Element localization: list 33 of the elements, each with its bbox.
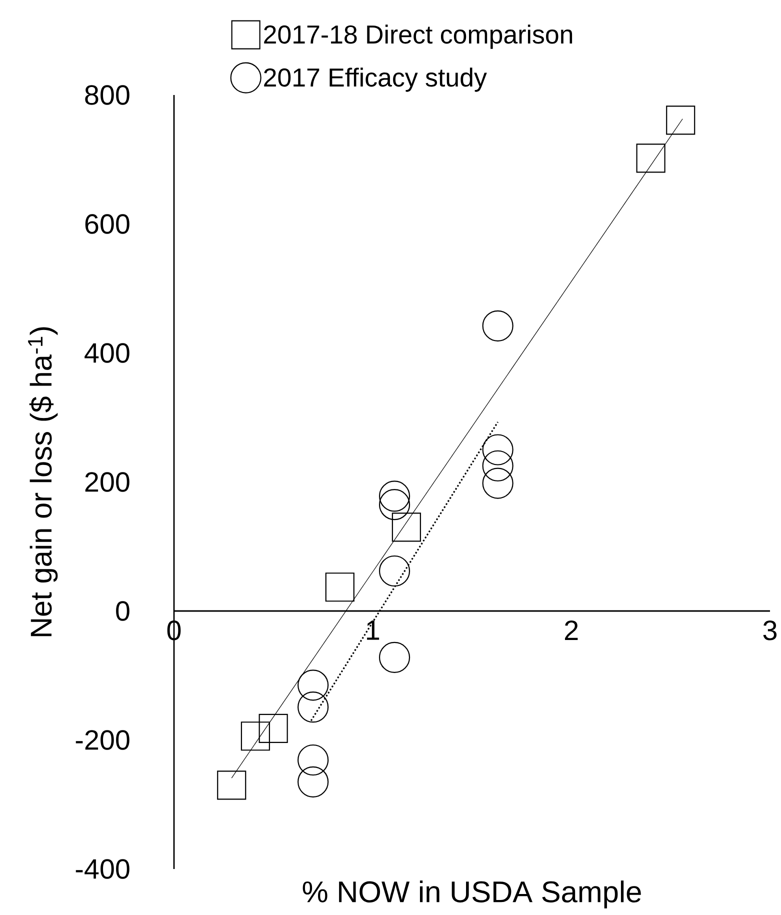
point — [378, 489, 410, 520]
x-tick-label: 1 — [367, 620, 380, 640]
y-tick-label: 0 — [116, 601, 130, 621]
legend-label: 2017-18 Direct comparison — [264, 24, 572, 49]
point — [325, 572, 354, 602]
point — [392, 512, 421, 542]
x-axis-title: % NOW in USDA Sample — [302, 880, 641, 908]
point — [297, 692, 329, 723]
y-tick-label: 200 — [85, 472, 130, 492]
point — [258, 714, 288, 743]
point — [482, 434, 514, 466]
point — [636, 144, 666, 173]
point — [482, 450, 514, 482]
point — [297, 670, 329, 701]
point — [378, 642, 410, 673]
y-tick-label: 400 — [84, 343, 130, 363]
point — [378, 480, 410, 512]
point — [217, 770, 246, 800]
point — [666, 106, 696, 135]
x-tick-label: 2 — [564, 620, 578, 640]
y-tick-label: -200 — [76, 730, 130, 750]
point — [297, 766, 329, 798]
point — [378, 555, 410, 587]
legend-label: 2017 Efficacy study — [264, 68, 487, 92]
y-tick-label: 600 — [85, 214, 130, 234]
x-tick-label: 3 — [763, 620, 776, 640]
point — [297, 744, 329, 776]
y-tick-label: -400 — [76, 859, 130, 879]
point — [482, 468, 514, 499]
point — [240, 722, 270, 751]
point — [482, 310, 514, 342]
y-tick-label: 800 — [85, 85, 130, 105]
y-axis-title: Net gain or loss ($ ha$^{-1}$) — [28, 327, 58, 636]
